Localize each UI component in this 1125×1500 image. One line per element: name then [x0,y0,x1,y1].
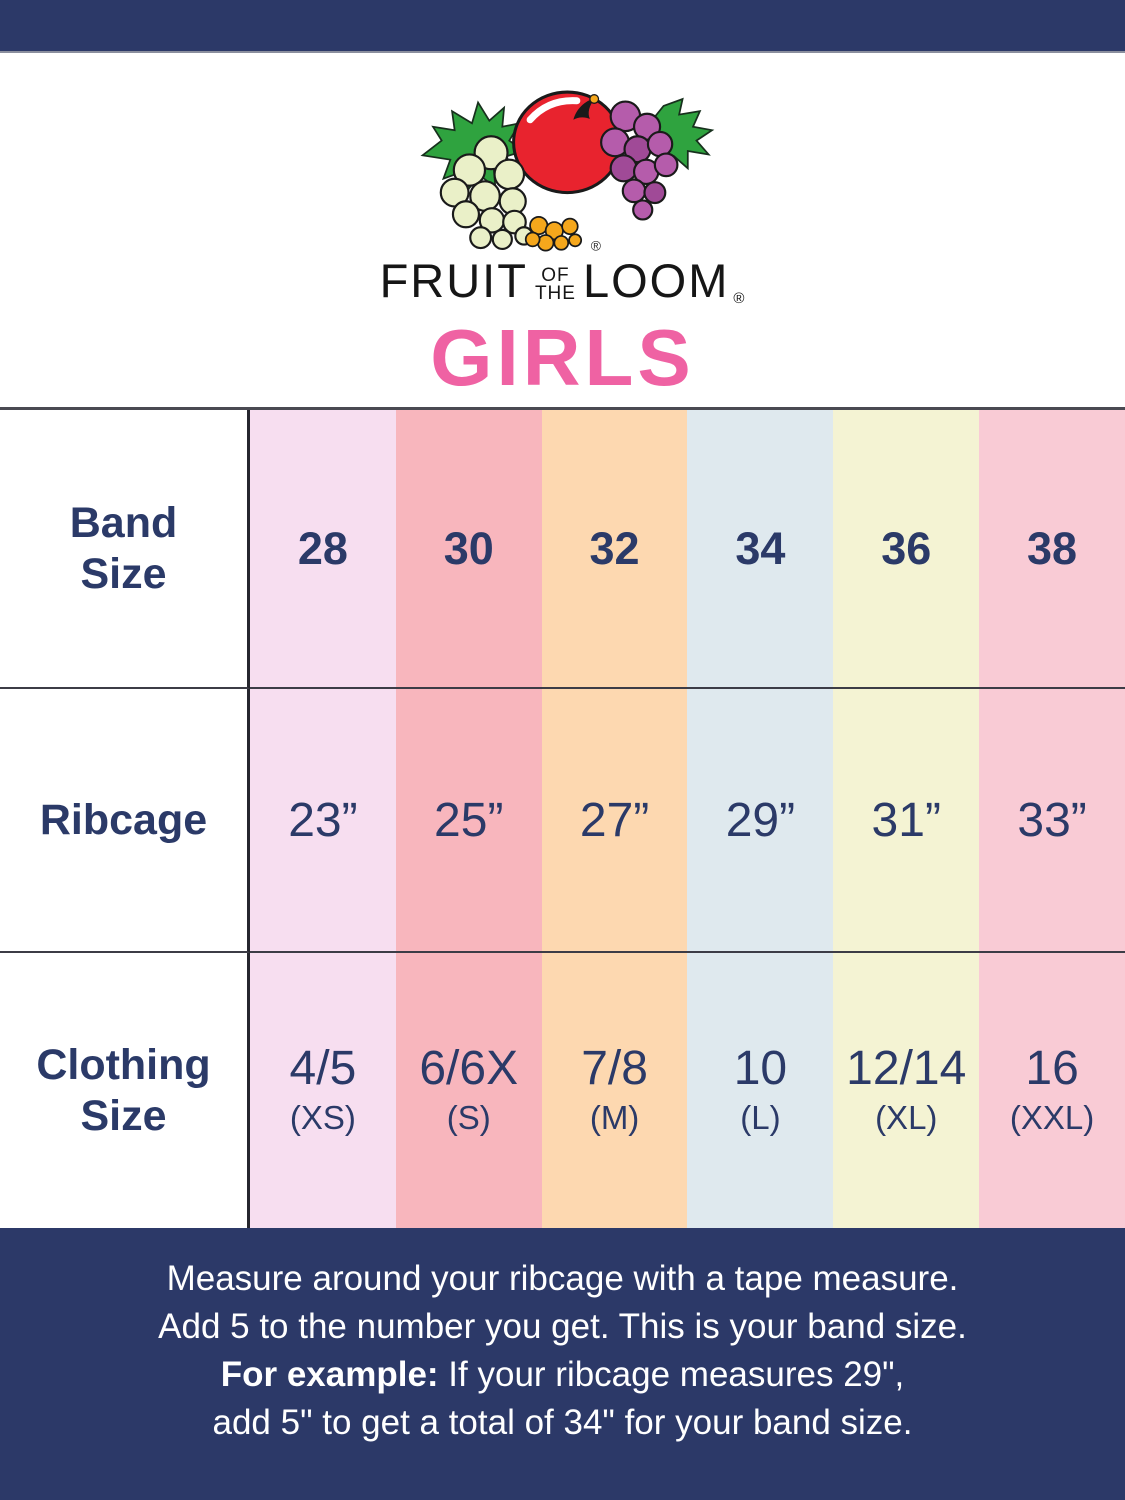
clothing-size-cell: 10 (L) [687,953,834,1228]
clothing-size-cell: 4/5 (XS) [250,953,396,1228]
orange-currants-icon [524,216,582,252]
ribcage-cell: 33” [979,689,1125,953]
purple-grapes-icon [599,100,678,221]
band-size-cell: 28 [250,410,396,689]
band-size-cell: 38 [979,410,1125,689]
svg-text:®: ® [590,238,600,254]
instruction-line-1: Measure around your ribcage with a tape … [166,1259,959,1298]
row-header-ribcage: Ribcage [0,689,250,953]
ribcage-cell: 31” [833,689,980,953]
band-size-cell: 32 [541,410,688,689]
instruction-line-2: Add 5 to the number you get. This is you… [158,1307,967,1346]
size-table: Band Size 28 30 32 34 36 38 Ribcage 23” … [0,407,1125,1228]
row-header-band-size: Band Size [0,410,250,689]
band-size-cell: 34 [687,410,834,689]
ribcage-cell: 27” [541,689,688,953]
top-navy-band [0,0,1125,53]
green-grapes-icon [439,135,534,251]
band-size-cell: 30 [395,410,542,689]
clothing-size-cell: 12/14 (XL) [833,953,980,1228]
ribcage-cell: 25” [395,689,542,953]
brand-header: ® FRUIT OF THE LOOM ® GIRLS [0,53,1125,407]
fruit-of-the-loom-logo-icon: ® [419,90,714,254]
clothing-size-cell: 16 (XXL) [979,953,1125,1228]
wordmark-loom: LOOM [582,254,730,307]
wordmark-fruit: FRUIT [379,254,528,307]
brand-wordmark: FRUIT OF THE LOOM ® [379,254,746,307]
measuring-instructions: Measure around your ribcage with a tape … [0,1228,1125,1500]
clothing-size-cell: 7/8 (M) [541,953,688,1228]
registered-mark: ® [733,290,746,307]
row-header-clothing-size: Clothing Size [0,953,250,1228]
instruction-line-3: For example: If your ribcage measures 29… [220,1355,905,1394]
instruction-line-4: add 5" to get a total of 34" for your ba… [212,1403,913,1442]
ribcage-cell: 29” [687,689,834,953]
band-size-cell: 36 [833,410,980,689]
collection-title: GIRLS [430,313,695,402]
wordmark-of-the: OF THE [534,264,576,304]
ribcage-cell: 23” [250,689,396,953]
clothing-size-cell: 6/6X (S) [395,953,542,1228]
